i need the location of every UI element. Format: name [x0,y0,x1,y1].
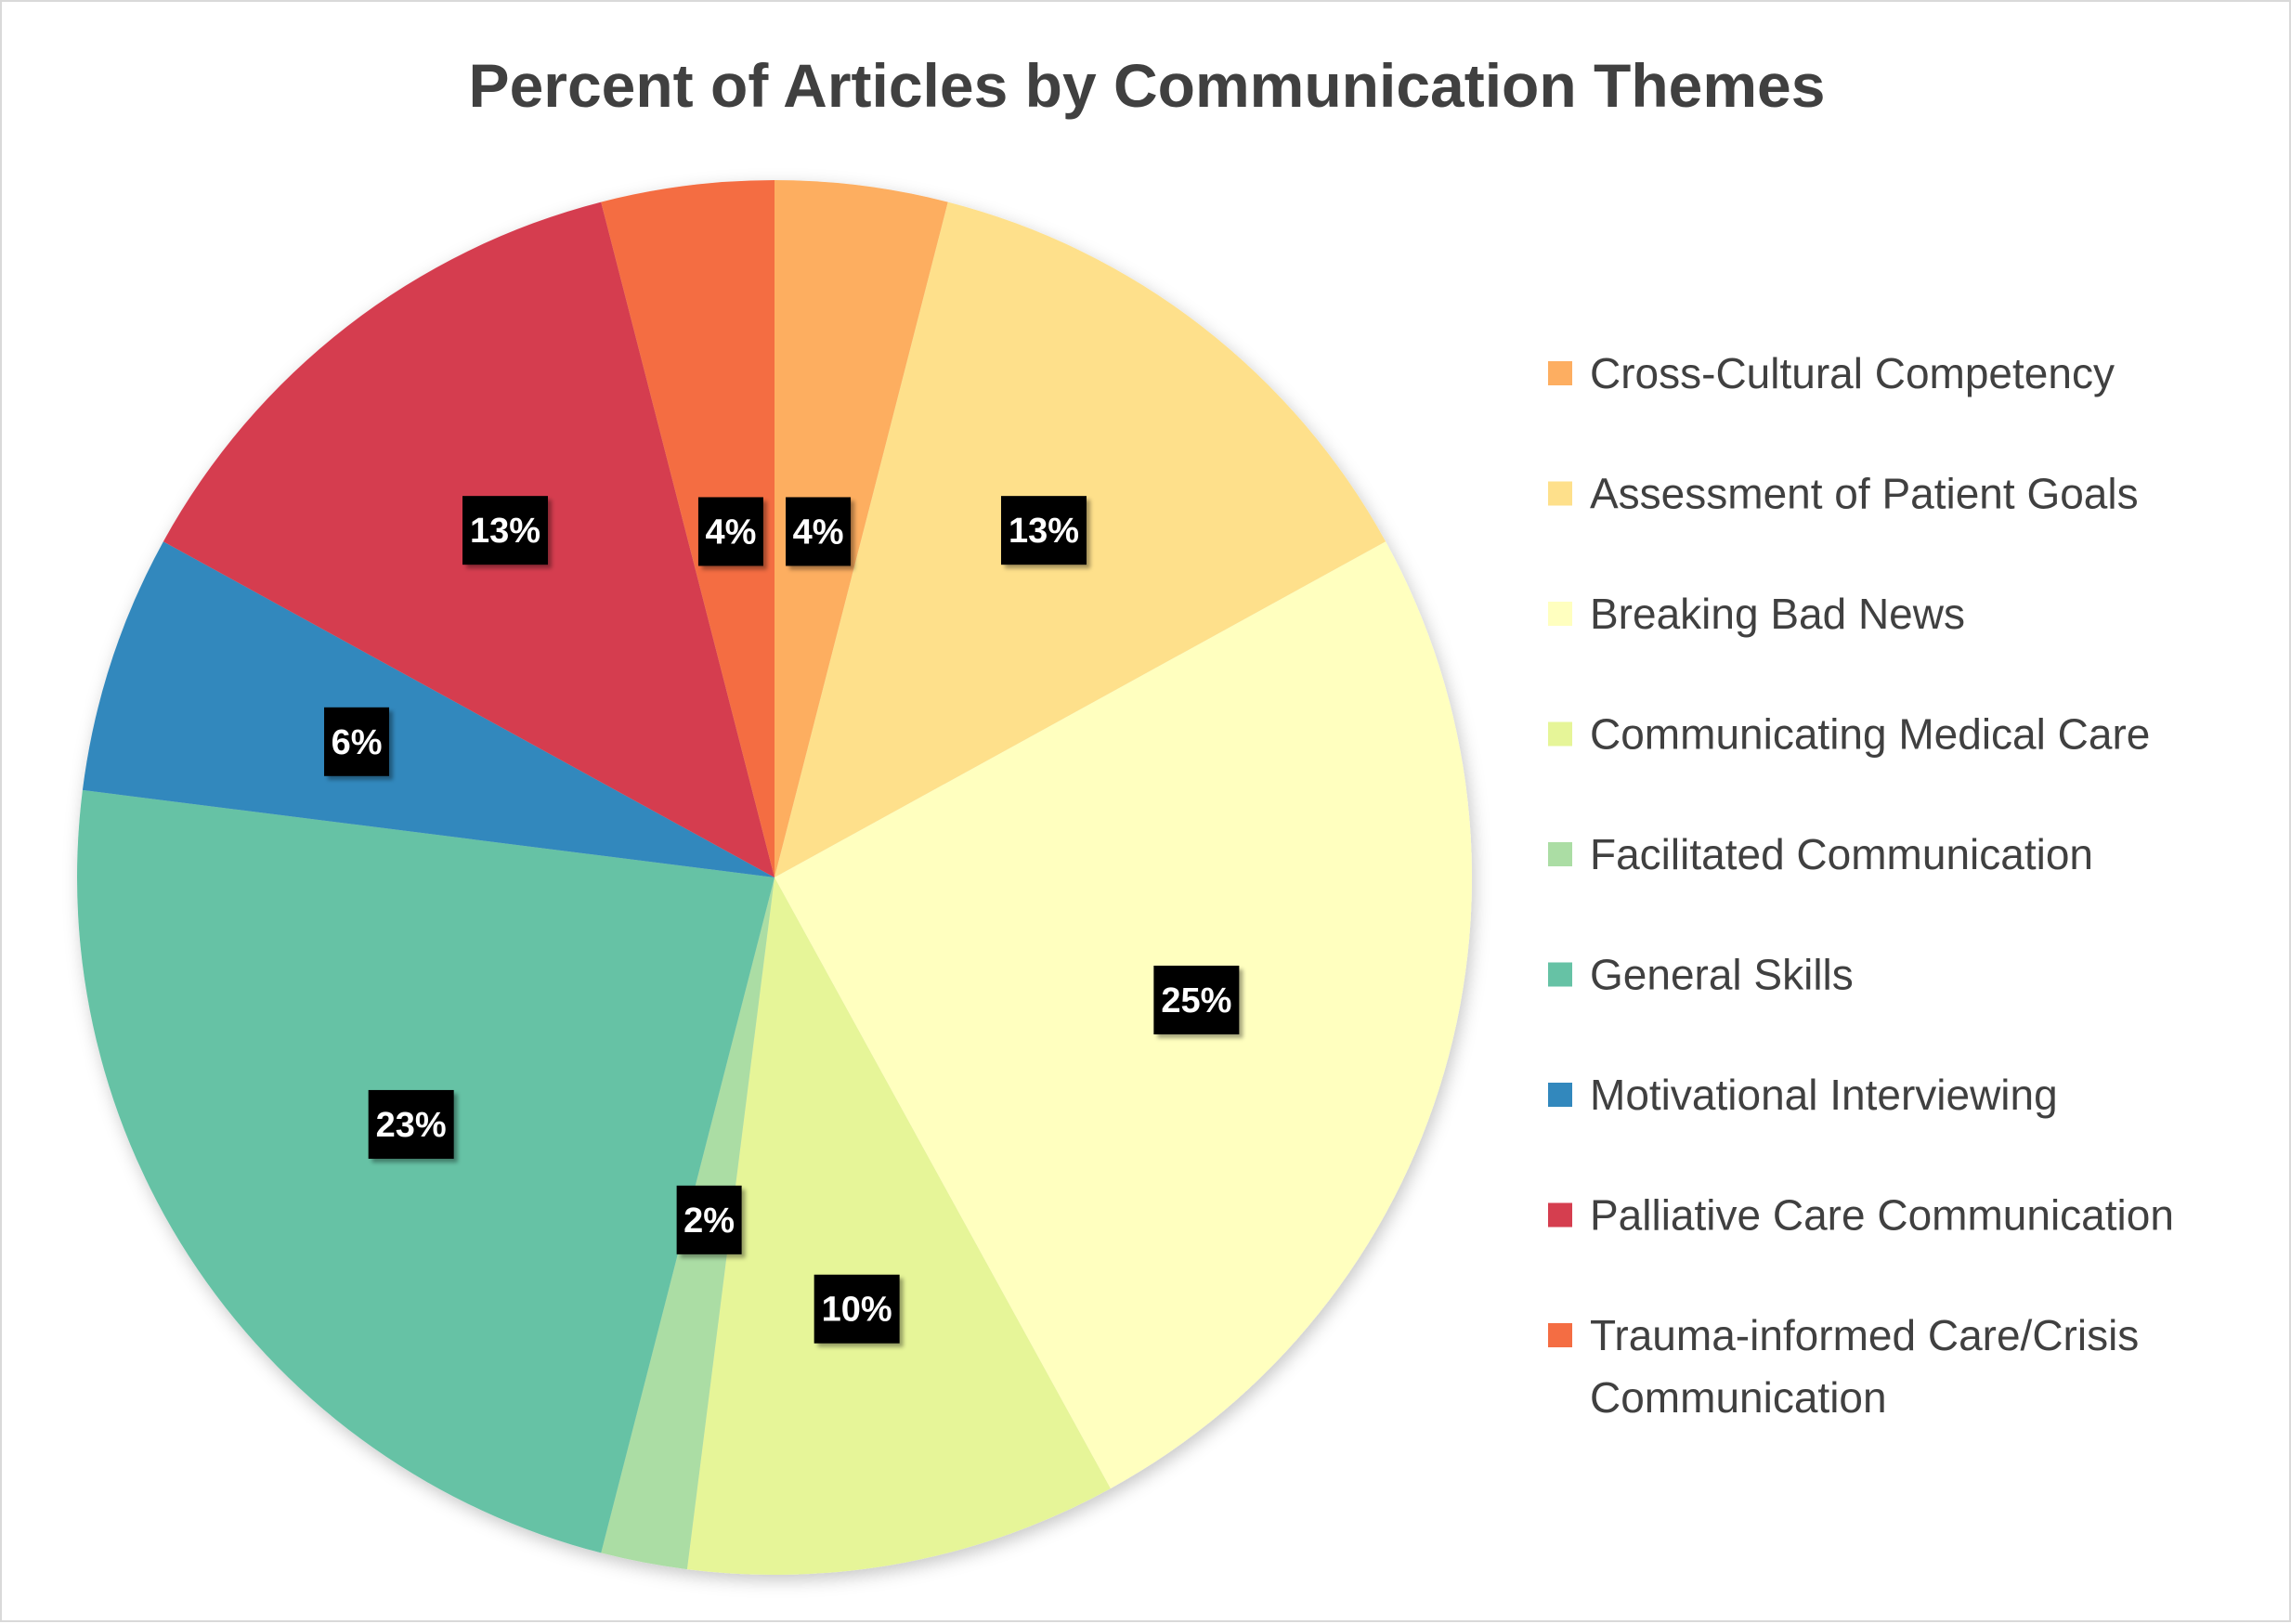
legend-swatch [1548,481,1572,506]
legend-swatch [1548,361,1572,385]
legend-swatch [1548,842,1572,866]
data-label-trauma-informed-care-crisis-communication: 4% [697,497,763,566]
pie-slice-general-skills [77,789,775,1553]
data-labels: 4% 13% 25% 10% 2% 23% 6% 13% 4% [324,496,1240,1344]
legend-item-general-skills: General Skills [1548,951,1854,999]
legend: Cross-Cultural Competency Assessment of P… [1548,349,2174,1422]
legend-label: Cross-Cultural Competency [1590,349,2115,397]
data-label-facilitated-communication: 2% [676,1185,742,1254]
pie-slice-breaking-bad-news [775,541,1472,1489]
data-label-cross-cultural-competency: 4% [786,497,852,566]
legend-item-motivational-interviewing: Motivational Interviewing [1548,1071,2058,1119]
legend-label: Assessment of Patient Goals [1590,470,2139,518]
pie-slice-motivational-interviewing [82,541,775,877]
legend-swatch [1548,602,1572,626]
legend-swatch [1548,721,1572,747]
data-label-text: 2% [683,1202,735,1241]
legend-item-facilitated-communication: Facilitated Communication [1548,830,2093,878]
data-label-text: 10% [822,1291,892,1330]
legend-label: Communication [1590,1373,1887,1422]
pie-slice-communicating-medical-care [686,877,1111,1575]
legend-swatch [1548,962,1572,987]
data-label-text: 13% [470,512,540,551]
data-label-motivational-interviewing: 6% [324,707,390,776]
legend-label: Motivational Interviewing [1590,1071,2058,1119]
data-label-text: 4% [793,513,844,552]
data-label-assessment-of-patient-goals: 13% [1000,496,1087,565]
data-label-breaking-bad-news: 25% [1153,965,1240,1034]
data-label-text: 4% [705,513,756,552]
legend-item-assessment-of-patient-goals: Assessment of Patient Goals [1548,470,2139,518]
data-label-text: 25% [1161,981,1231,1020]
pie-slices [77,180,1472,1575]
chart-title: Percent of Articles by Communication The… [469,51,1826,120]
legend-swatch [1548,1323,1572,1347]
pie-slice-cross-cultural-competency [775,180,948,877]
legend-label: Communicating Medical Care [1590,710,2150,759]
data-label-text: 23% [376,1106,447,1145]
legend-item-communicating-medical-care: Communicating Medical Care [1548,710,2150,759]
legend-swatch [1548,1083,1572,1107]
legend-label: Breaking Bad News [1590,590,1965,638]
data-label-communicating-medical-care: 10% [814,1274,900,1344]
legend-item-palliative-care-communication: Palliative Care Communication [1548,1191,2174,1240]
legend-item-trauma-informed-care-crisis-communication: Trauma-informed Care/Crisis Communication [1548,1311,2139,1422]
legend-label: Facilitated Communication [1590,830,2093,878]
data-label-text: 6% [332,723,383,762]
legend-item-cross-cultural-competency: Cross-Cultural Competency [1548,349,2115,397]
legend-label: Palliative Care Communication [1590,1191,2174,1240]
data-label-general-skills: 23% [368,1089,454,1159]
legend-label: General Skills [1590,951,1854,999]
legend-label: Trauma-informed Care/Crisis [1590,1311,2139,1359]
pie-slice-trauma-informed-care-crisis-communication [601,180,775,877]
legend-swatch [1548,1202,1572,1228]
data-label-palliative-care-communication: 13% [462,496,549,565]
legend-item-breaking-bad-news: Breaking Bad News [1548,590,1965,638]
data-label-text: 13% [1009,512,1079,551]
